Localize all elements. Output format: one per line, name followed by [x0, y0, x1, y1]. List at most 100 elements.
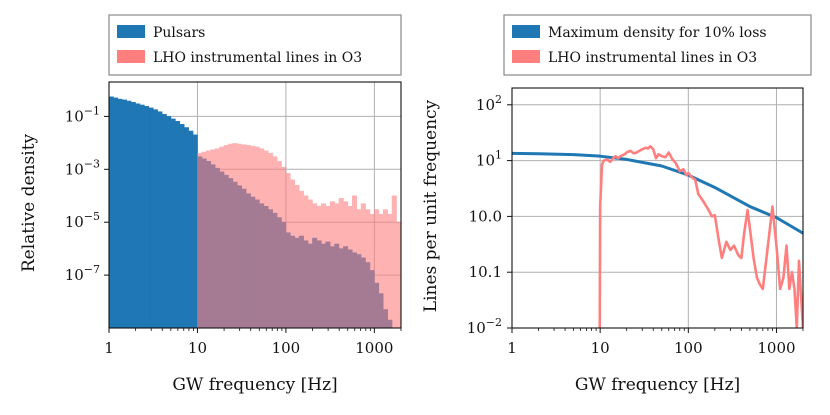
histogram-bar: [121, 99, 127, 328]
histogram-bar: [294, 184, 300, 328]
x-tick-label: 10: [188, 339, 207, 357]
histogram-bar: [267, 153, 273, 328]
histogram-bar: [135, 103, 141, 328]
y-axis-title: Lines per unit frequency: [421, 99, 441, 312]
histogram-bar: [263, 150, 269, 328]
histogram-bar: [347, 205, 353, 328]
histogram-bar: [206, 150, 212, 328]
histogram-bar: [175, 121, 181, 328]
histogram-bar: [303, 195, 309, 328]
histogram-bar: [281, 166, 287, 328]
y-tick-label: 10−7: [65, 263, 100, 284]
y-tick-label: 10−1: [65, 104, 100, 125]
legend-box: [108, 14, 402, 76]
histogram-bar: [201, 151, 207, 328]
histogram-bar: [316, 205, 322, 328]
histogram-bar: [109, 96, 114, 328]
legend: Maximum density for 10% loss LHO instrume…: [503, 14, 812, 76]
grid: [511, 88, 803, 329]
y-tick-label: 10.1: [469, 263, 502, 281]
histogram-bar: [245, 145, 251, 328]
histogram-bar: [343, 201, 349, 328]
y-tick-exponent: 1: [495, 149, 502, 162]
max-density-line: [512, 151, 803, 235]
histogram-bar: [236, 143, 242, 328]
legend-swatch: [512, 50, 540, 63]
histogram-bar: [325, 205, 331, 328]
x-axis-title: GW frequency [Hz]: [172, 375, 337, 395]
y-tick-base: 10: [476, 152, 495, 170]
x-tick-label: 1: [507, 339, 517, 357]
histogram-bar: [320, 203, 327, 328]
histogram-bar: [148, 107, 154, 328]
data-marks: [512, 145, 803, 328]
y-tick-exponent: −7: [84, 263, 100, 276]
histogram-bar: [360, 203, 366, 328]
legend-label: Pulsars: [153, 25, 205, 41]
legend-box: [503, 14, 812, 76]
y-tick-exponent: −2: [486, 316, 502, 329]
x-tick-label: 10: [591, 339, 610, 357]
y-tick-label: 10.0: [469, 207, 502, 225]
histogram-bar: [369, 213, 375, 328]
y-axis-title: Relative density: [19, 133, 39, 272]
plot-frame: [108, 81, 402, 329]
histogram-bar: [130, 102, 136, 328]
histogram-bar: [214, 148, 220, 328]
histogram-bar: [144, 106, 150, 328]
histogram-bar: [197, 153, 203, 328]
y-tick-base: 10: [467, 319, 486, 337]
x-tick-label: 1: [104, 339, 114, 357]
histogram-bar: [219, 146, 225, 328]
histogram-bar: [188, 130, 194, 328]
x-tick-label: 1000: [757, 339, 795, 357]
histogram-bar: [170, 118, 176, 328]
legend-swatch: [117, 25, 145, 38]
histogram-bar: [329, 201, 335, 328]
y-tick-base: 10: [476, 96, 495, 114]
y-tick-base: 10: [65, 107, 84, 125]
y-tick-base: 10: [65, 160, 84, 178]
histogram-bar: [179, 124, 185, 328]
x-tick-label: 100: [674, 339, 703, 357]
histogram-bar: [356, 209, 362, 328]
y-tick-exponent: −3: [84, 157, 100, 170]
histogram-bar: [334, 203, 340, 328]
histogram-bar: [312, 203, 318, 328]
histogram-bar: [285, 173, 291, 328]
legend-label: LHO instrumental lines in O3: [548, 50, 757, 66]
legend-swatch: [512, 25, 540, 38]
histogram-bar: [374, 209, 380, 328]
y-tick-exponent: −1: [84, 104, 100, 117]
legend-label: Maximum density for 10% loss: [548, 25, 767, 41]
histogram-bar: [351, 195, 357, 328]
histogram-bar: [387, 213, 393, 328]
y-tick-exponent: −5: [84, 210, 100, 223]
histogram-bar: [391, 195, 397, 328]
histogram-bar: [166, 116, 172, 328]
histogram-bar: [152, 109, 158, 328]
plot-frame: [511, 87, 804, 329]
histogram-bar: [290, 179, 296, 328]
histogram-bar: [113, 97, 119, 328]
histogram-bar: [126, 100, 132, 328]
y-tick-base: 10: [65, 266, 84, 284]
lho-lines-line: [598, 145, 803, 328]
legend-label: LHO instrumental lines in O3: [153, 50, 362, 66]
y-tick-label: 10−3: [65, 157, 100, 178]
series-lho-lines: [197, 143, 401, 328]
histogram-bar: [117, 98, 123, 328]
histogram-bar: [365, 209, 371, 328]
histogram-bar: [161, 114, 167, 328]
y-tick-label: 10−5: [65, 210, 100, 231]
histogram-bar: [298, 190, 304, 328]
histogram-bar: [223, 145, 229, 328]
histogram-bar: [307, 199, 313, 328]
legend: Pulsars LHO instrumental lines in O3: [108, 14, 402, 76]
histogram-bar: [338, 198, 344, 328]
histogram-bar: [139, 104, 145, 328]
x-tick-label: 100: [272, 339, 301, 357]
histogram-bar: [192, 134, 198, 328]
histogram-bar: [396, 221, 401, 328]
